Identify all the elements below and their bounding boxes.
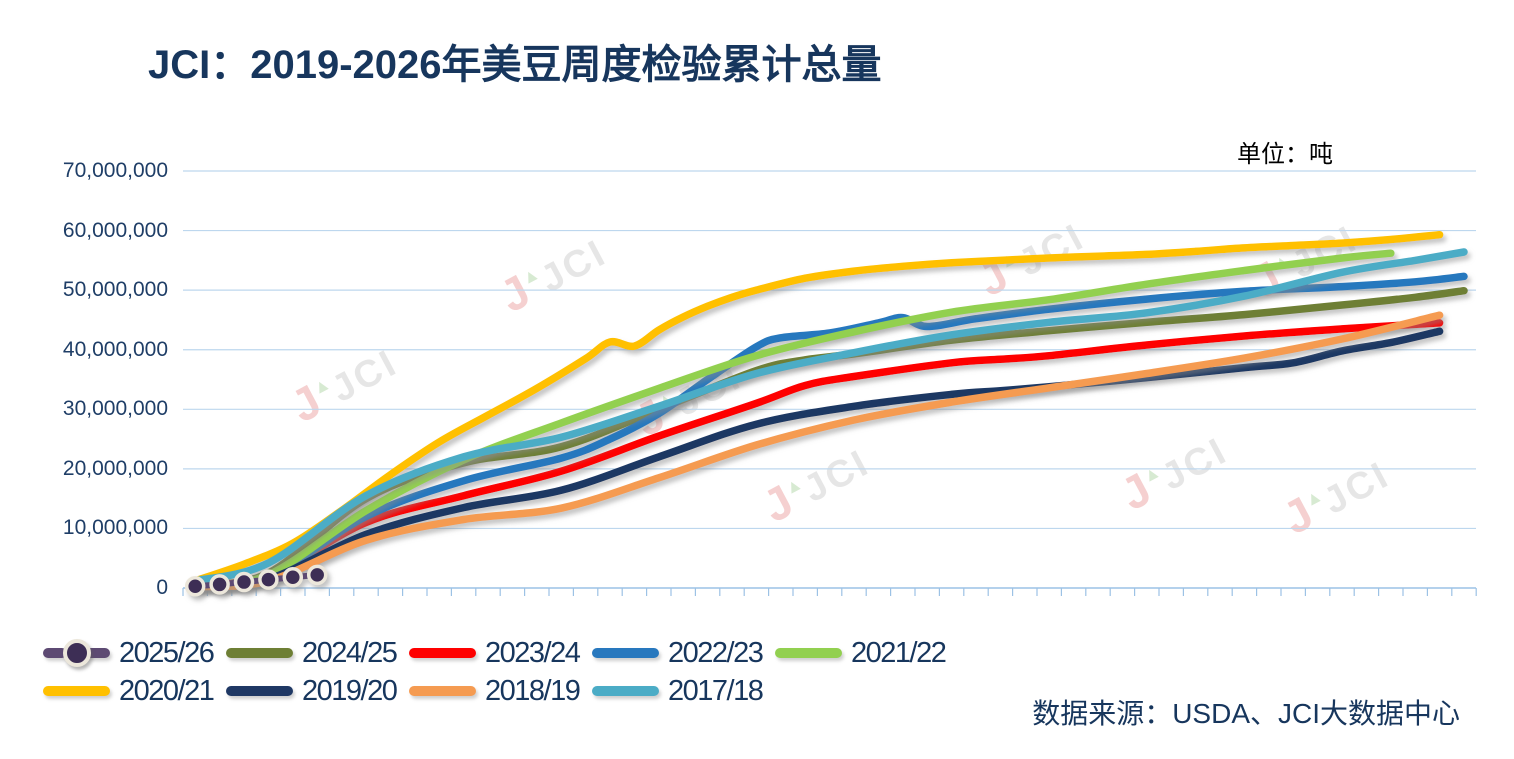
legend-item-2021-22: 2021/22 bbox=[775, 637, 958, 670]
y-axis-label: 70,000,000 bbox=[62, 159, 168, 182]
legend-item-2025-26: 2025/26 bbox=[43, 637, 226, 670]
x-axis bbox=[182, 587, 1477, 596]
legend-item-2019-20: 2019/20 bbox=[226, 675, 409, 708]
data-point-marker bbox=[306, 564, 328, 586]
chart-title: JCI：2019-2026年美豆周度检验累计总量 bbox=[148, 43, 882, 87]
legend-row-2: 2020/21 2019/20 2018/19 2017/18 bbox=[43, 675, 775, 708]
legend-label: 2017/18 bbox=[668, 674, 764, 707]
data-point-marker bbox=[209, 574, 230, 595]
legend-swatch bbox=[226, 648, 293, 658]
series-2020-21 bbox=[191, 230, 1444, 585]
series-2021-22 bbox=[191, 249, 1395, 590]
y-axis-label: 40,000,000 bbox=[62, 337, 168, 361]
legend-label: 2021/22 bbox=[851, 636, 947, 669]
series-2018-19 bbox=[191, 311, 1444, 591]
legend-label: 2025/26 bbox=[119, 636, 215, 669]
y-axis-label: 20,000,000 bbox=[62, 456, 168, 480]
source-note: 数据来源：USDA、JCI大数据中心 bbox=[1032, 698, 1460, 729]
y-axis-label: 10,000,000 bbox=[62, 516, 168, 540]
legend-label: 2019/20 bbox=[302, 674, 398, 707]
series-2022-23 bbox=[191, 272, 1468, 590]
legend-swatch bbox=[43, 686, 110, 696]
legend-item-2020-21: 2020/21 bbox=[43, 675, 226, 708]
data-series-lines bbox=[184, 230, 1468, 597]
legend-label: 2023/24 bbox=[485, 636, 581, 669]
legend-swatch bbox=[43, 639, 110, 667]
legend-item-2024-25: 2024/25 bbox=[226, 637, 409, 670]
series-2025-26 bbox=[184, 564, 328, 597]
legend-label: 2018/19 bbox=[485, 674, 581, 707]
legend-swatch bbox=[226, 686, 293, 696]
series-2017-18 bbox=[191, 248, 1468, 585]
data-point-marker bbox=[258, 569, 279, 590]
legend-item-2017-18: 2017/18 bbox=[592, 675, 775, 708]
data-point-marker bbox=[184, 575, 206, 597]
legend-row-1: 2025/26 2024/25 2023/24 2022/23 2021/22 bbox=[43, 637, 958, 670]
y-axis-label: 60,000,000 bbox=[62, 218, 168, 242]
series-2019-20 bbox=[191, 327, 1444, 590]
legend-item-2018-19: 2018/19 bbox=[409, 675, 592, 708]
legend-swatch bbox=[409, 686, 476, 696]
series-2023-24 bbox=[191, 319, 1444, 590]
unit-label: 单位：吨 bbox=[1237, 141, 1333, 168]
legend-swatch bbox=[409, 648, 476, 658]
data-point-marker bbox=[233, 571, 255, 593]
y-axis-label: 50,000,000 bbox=[62, 278, 168, 302]
legend-swatch bbox=[775, 648, 842, 658]
legend-item-2023-24: 2023/24 bbox=[409, 637, 592, 670]
legend-swatch bbox=[592, 686, 659, 696]
legend-swatch bbox=[592, 648, 659, 658]
legend-label: 2024/25 bbox=[302, 636, 398, 669]
legend-item-2022-23: 2022/23 bbox=[592, 637, 775, 670]
y-axis-label: 30,000,000 bbox=[62, 397, 168, 421]
data-point-marker bbox=[282, 567, 304, 588]
y-axis-label: 0 bbox=[156, 576, 168, 599]
legend-label: 2020/21 bbox=[119, 674, 215, 707]
legend-label: 2022/23 bbox=[668, 636, 764, 669]
